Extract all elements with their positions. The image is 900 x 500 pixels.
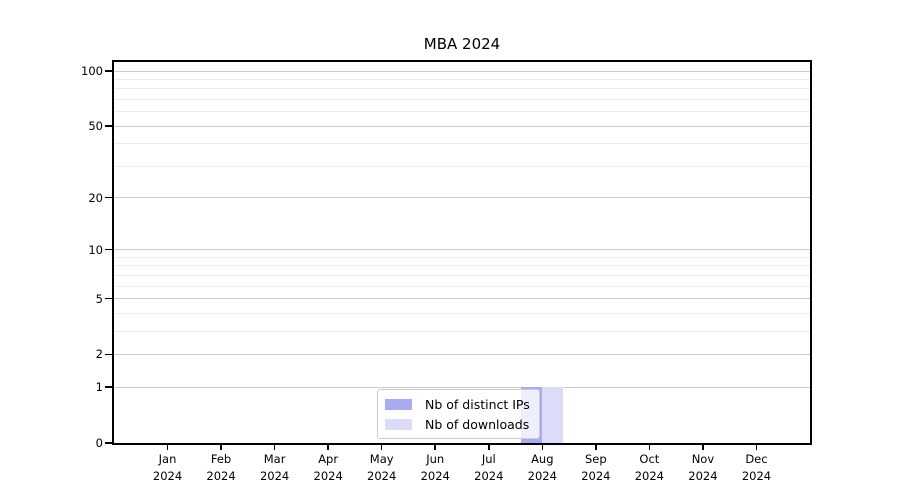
y-tick	[105, 386, 112, 388]
x-tick	[541, 443, 544, 450]
x-tick-label-month: Feb	[210, 452, 232, 466]
x-tick-label: Nov 2024	[671, 451, 735, 484]
x-tick-label-month: Apr	[318, 452, 339, 466]
x-tick	[702, 443, 704, 450]
x-tick-label-year: 2024	[634, 468, 665, 483]
legend-item-downloads: Nb of downloads	[385, 414, 530, 434]
y-tick-label: 5	[95, 291, 103, 306]
y-tick	[105, 353, 112, 356]
x-tick-label: Aug 2024	[510, 451, 574, 484]
gridline-minor	[114, 256, 810, 258]
x-tick-label-month: Jan	[158, 452, 177, 466]
x-tick-label-year: 2024	[367, 468, 397, 483]
x-tick-label-year: 2024	[313, 468, 343, 483]
legend-label-distinct-ips: Nb of distinct IPs	[425, 396, 530, 412]
x-tick-label-year: 2024	[581, 468, 611, 483]
y-tick-label: 1	[95, 380, 103, 395]
x-tick-label: Feb 2024	[189, 451, 253, 484]
y-tick	[105, 297, 112, 300]
x-tick-label-year: 2024	[152, 468, 183, 483]
y-tick	[105, 125, 112, 127]
x-tick	[380, 443, 383, 450]
x-tick-label: Oct 2024	[617, 451, 681, 484]
x-tick	[648, 443, 651, 450]
y-tick-label: 10	[88, 242, 103, 257]
x-tick-label-month: May	[369, 452, 394, 466]
gridline-major	[114, 386, 810, 388]
gridline-major	[114, 249, 810, 251]
y-tick	[105, 196, 112, 199]
x-tick-label-year: 2024	[206, 468, 236, 483]
gridline-minor	[114, 330, 810, 332]
y-tick	[105, 442, 112, 444]
x-tick-label-year: 2024	[474, 468, 504, 483]
x-tick	[755, 443, 758, 450]
y-tick-label: 100	[81, 64, 103, 79]
x-tick	[595, 443, 597, 450]
x-tick	[488, 443, 490, 450]
gridline-major	[114, 125, 810, 127]
gridline-minor	[114, 78, 810, 80]
x-tick-label: Mar 2024	[243, 451, 307, 484]
x-tick-label-month: Oct	[639, 452, 660, 466]
x-tick-label: Jul 2024	[457, 451, 521, 484]
legend-item-distinct-ips: Nb of distinct IPs	[385, 394, 530, 414]
x-tick	[327, 443, 329, 450]
plot-area	[105, 60, 812, 450]
x-tick-label-year: 2024	[259, 468, 290, 483]
x-tick	[273, 443, 276, 450]
x-tick-label-year: 2024	[688, 468, 718, 483]
x-tick-label: Jun 2024	[403, 451, 467, 484]
x-tick-label: Sep 2024	[564, 451, 628, 484]
x-tick-label-year: 2024	[527, 468, 557, 483]
legend: Nb of distinct IPs Nb of downloads	[377, 389, 540, 439]
gridline-minor	[114, 285, 810, 287]
gridline-major	[114, 197, 810, 199]
x-tick-label: Dec 2024	[724, 451, 788, 484]
y-tick	[105, 70, 112, 72]
legend-swatch-downloads	[385, 418, 412, 430]
x-tick	[434, 443, 436, 450]
x-tick-label-month: Jun	[426, 452, 445, 466]
plot-inner	[105, 62, 810, 450]
x-tick-label-year: 2024	[420, 468, 450, 483]
x-tick-label: May 2024	[350, 451, 414, 484]
gridline-minor	[114, 111, 810, 113]
gridline-major	[114, 70, 810, 72]
bar-nb-of-downloads-aug	[542, 387, 564, 443]
x-tick	[220, 443, 222, 450]
x-tick-label-year: 2024	[741, 468, 772, 483]
chart-title: MBA 2024	[423, 35, 501, 53]
y-tick	[105, 248, 112, 251]
x-tick-label-month: Sep	[585, 452, 607, 466]
gridline-minor	[114, 274, 810, 276]
y-tick-label: 50	[88, 119, 103, 134]
gridline-minor	[114, 312, 810, 314]
gridline-minor	[114, 88, 810, 90]
x-tick-label-month: Dec	[745, 452, 768, 466]
legend-swatch-distinct-ips	[385, 398, 412, 410]
y-tick-label: 0	[95, 436, 103, 450]
gridline-major	[114, 353, 810, 355]
gridline-major	[114, 298, 810, 300]
x-tick-label: Jan 2024	[136, 451, 200, 484]
legend-label-downloads: Nb of downloads	[425, 416, 530, 432]
x-tick	[166, 443, 169, 450]
x-tick-label-month: Nov	[691, 452, 715, 466]
gridline-minor	[114, 98, 810, 100]
gridline-minor	[114, 143, 810, 145]
x-tick-label-month: Aug	[531, 452, 554, 466]
gridline-minor	[114, 165, 810, 167]
y-tick-label: 20	[88, 190, 103, 205]
x-tick-label-month: Mar	[263, 452, 286, 466]
x-tick-label-month: Jul	[481, 452, 496, 466]
y-tick-label: 2	[95, 347, 103, 362]
gridline-minor	[114, 265, 810, 267]
x-tick-label: Apr 2024	[296, 451, 360, 484]
